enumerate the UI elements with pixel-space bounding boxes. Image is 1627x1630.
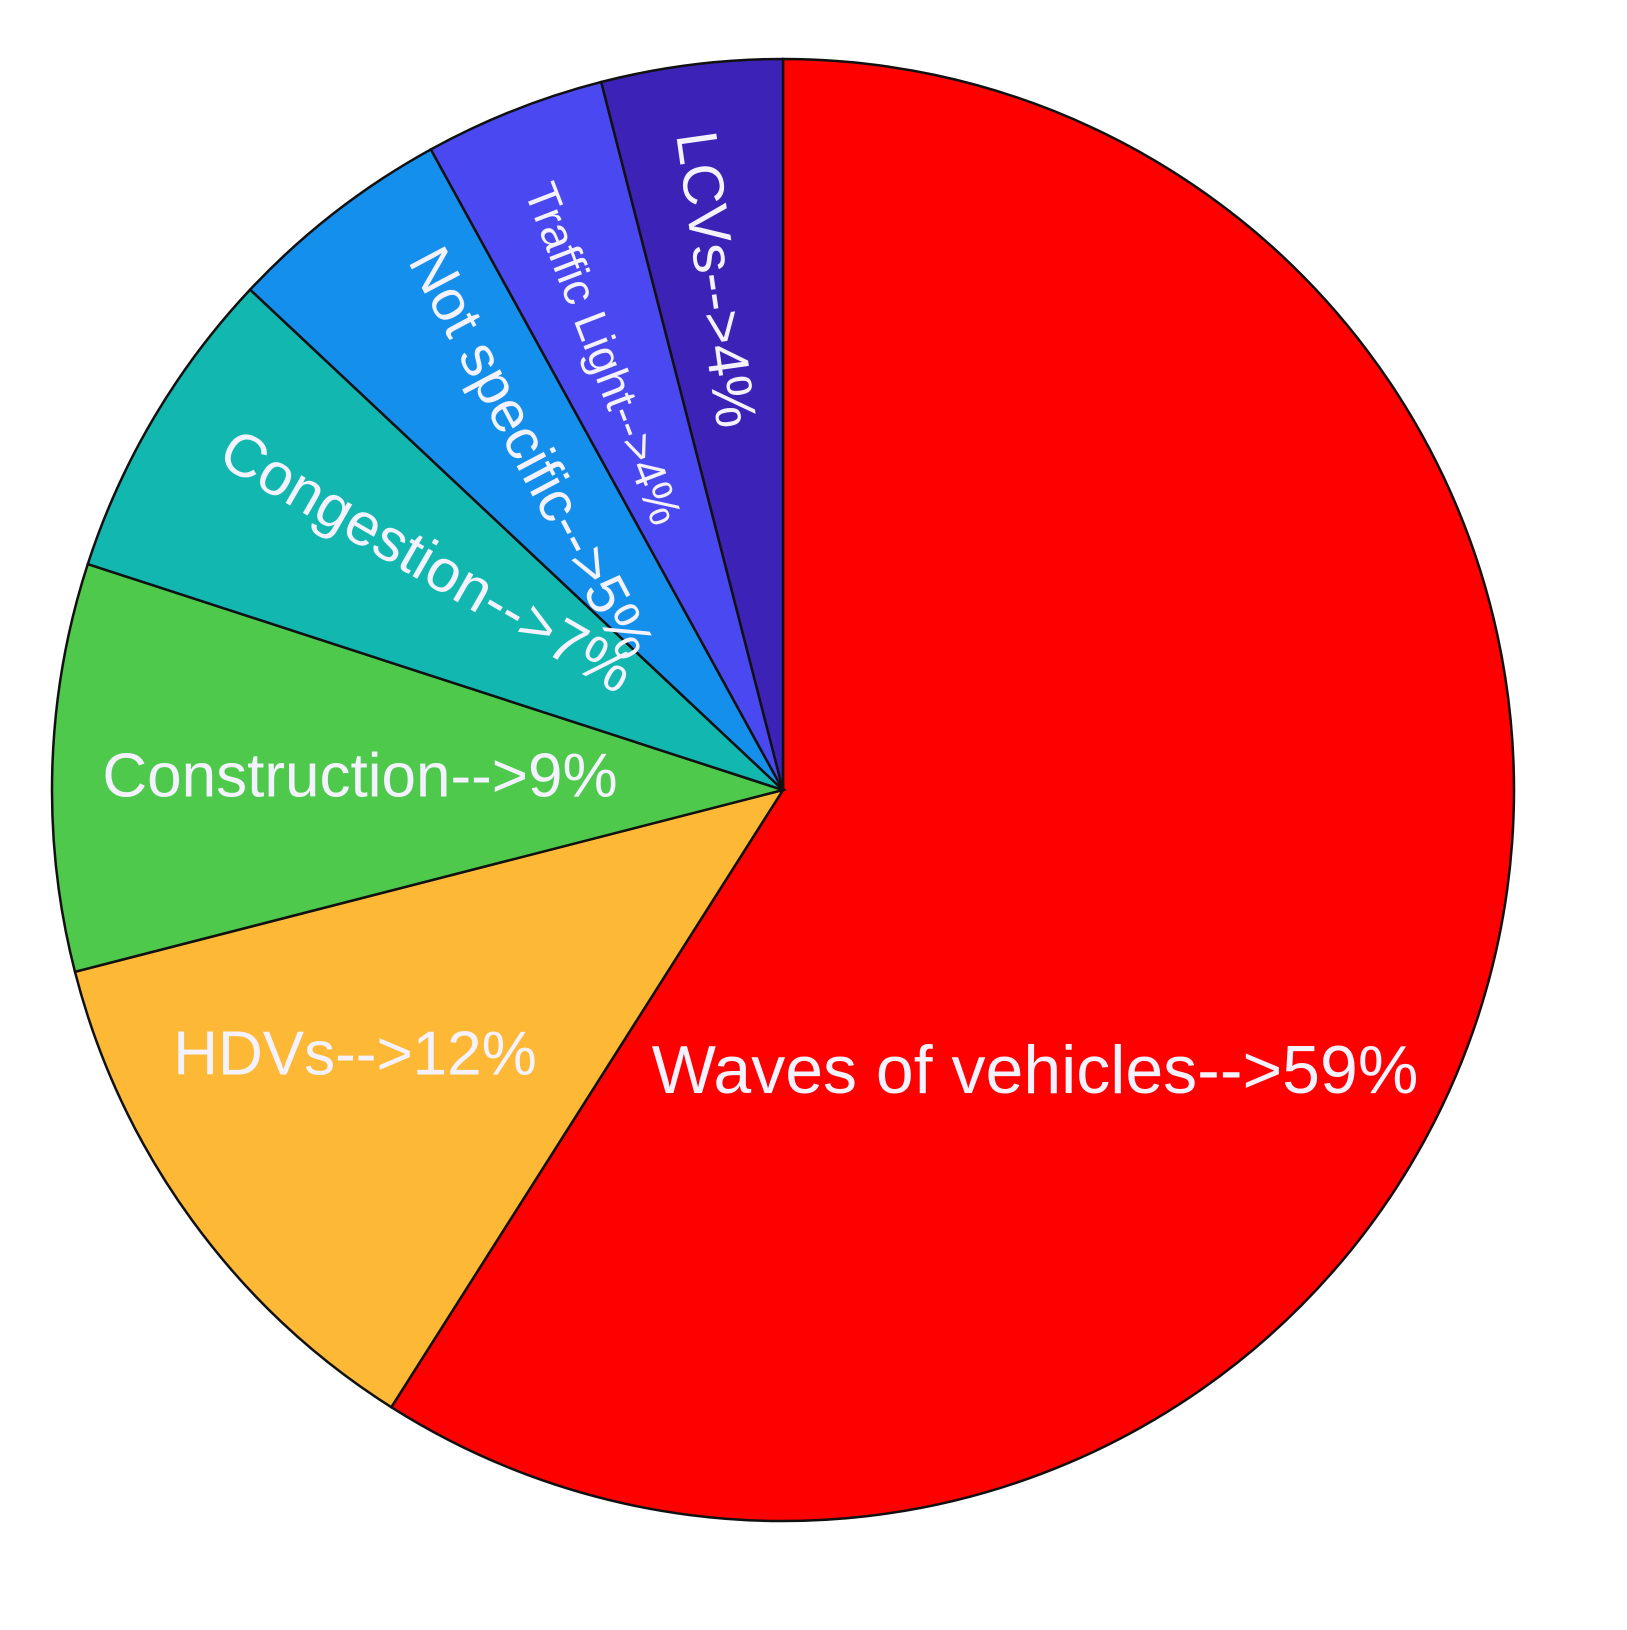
slice-not-specific bbox=[248, 147, 785, 791]
slice-congestion bbox=[86, 287, 784, 792]
slice-waves-of-vehicles bbox=[389, 57, 1516, 1523]
label-hdvs: HDVs-->12% bbox=[173, 1019, 537, 1088]
label-construction: Construction-->9% bbox=[102, 741, 617, 810]
slice-traffic-light bbox=[429, 80, 785, 791]
slice-construction bbox=[50, 562, 788, 974]
slice-hdvs bbox=[73, 788, 786, 1409]
label-waves-of-vehicles: Waves of vehicles-->59% bbox=[652, 1032, 1419, 1108]
slice-lcvs bbox=[599, 57, 785, 791]
